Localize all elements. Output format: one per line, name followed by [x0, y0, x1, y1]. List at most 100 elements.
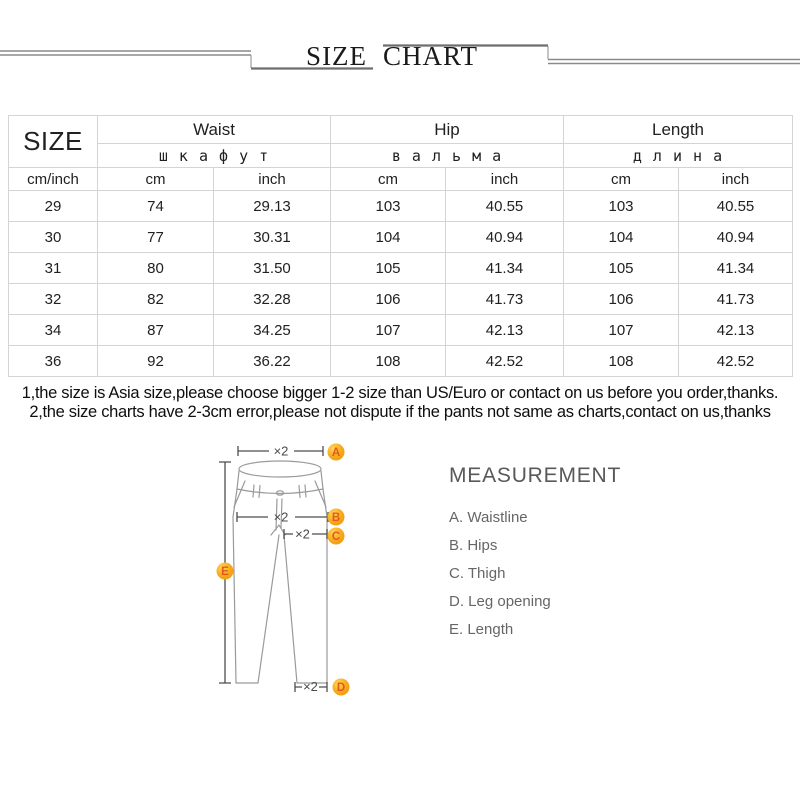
measurement-legend: MEASUREMENT A. Waistline B. Hips C. Thig… [449, 463, 621, 644]
table-row-russian-headers: ш к а ф у т в а л ь м а д л и н а [9, 143, 794, 168]
pants-measurement-diagram: ×2 ×2 ×2 ×2 A B C [216, 443, 350, 696]
unit-header: cm/inch [8, 167, 98, 191]
legend-item-waistline: A. Waistline [449, 509, 528, 526]
table-row: 36 92 36.22 108 42.52 108 42.52 [8, 345, 794, 377]
unit-inch: inch [678, 167, 794, 191]
table-row: 30 77 30.31 104 40.94 104 40.94 [8, 221, 794, 253]
waist-measure-arrow: ×2 [237, 444, 324, 459]
hip-inch-cell: 40.94 [444, 221, 565, 253]
table-row: 29 74 29.13 103 40.55 103 40.55 [8, 190, 794, 222]
measurement-title: MEASUREMENT [449, 464, 622, 487]
pants-outline [232, 460, 328, 684]
hip-cm-cell: 107 [330, 314, 446, 346]
length-cm-cell: 108 [563, 345, 680, 377]
marker-b-badge: B [327, 508, 345, 526]
waist-cm-cell: 87 [97, 314, 214, 346]
length-inch-cell: 41.73 [678, 283, 794, 315]
size-cell: 32 [8, 283, 98, 315]
waist-inch-cell: 29.13 [213, 190, 331, 222]
waist-inch-cell: 30.31 [213, 221, 331, 253]
title-word-chart: CHART [383, 41, 478, 71]
waist-times2-label: ×2 [274, 444, 289, 459]
header-ornament-lines [0, 44, 800, 70]
unit-inch: inch [213, 167, 331, 191]
length-cm-cell: 104 [563, 221, 680, 253]
length-inch-cell: 40.55 [678, 190, 794, 222]
waist-inch-cell: 32.28 [213, 283, 331, 315]
hip-header: Hip [329, 115, 565, 144]
unit-inch: inch [444, 167, 565, 191]
note-line-2: 2,the size charts have 2-3cm error,pleas… [29, 403, 771, 421]
marker-e-badge: E [216, 562, 234, 580]
marker-b-letter: B [332, 512, 340, 524]
waist-cm-cell: 77 [97, 221, 214, 253]
hip-cm-cell: 104 [330, 221, 446, 253]
marker-c-badge: C [327, 527, 345, 545]
waist-header: Waist [97, 115, 331, 144]
waist-cm-cell: 82 [97, 283, 214, 315]
size-table: SIZE Waist Hip Length ш к а ф у т в а л … [8, 115, 794, 377]
waist-cm-cell: 74 [97, 190, 214, 222]
hip-inch-cell: 41.34 [444, 252, 565, 284]
thigh-times2-label: ×2 [295, 527, 310, 542]
corner-size-header: SIZE [8, 115, 98, 168]
length-inch-cell: 42.13 [678, 314, 794, 346]
marker-a-letter: A [332, 447, 340, 459]
length-header-ru: д л и н а [563, 143, 794, 168]
hip-times2-label: ×2 [274, 510, 289, 525]
size-cell: 34 [8, 314, 98, 346]
legend-item-length: E. Length [449, 621, 514, 638]
marker-d-letter: D [337, 682, 345, 694]
marker-a-badge: A [327, 443, 345, 461]
legend-item-thigh: C. Thigh [449, 565, 506, 582]
unit-cm: cm [330, 167, 446, 191]
note-line-1: 1,the size is Asia size,please choose bi… [21, 384, 779, 402]
title-word-size: SIZE [306, 41, 368, 71]
table-row: 32 82 32.28 106 41.73 106 41.73 [8, 283, 794, 315]
unit-cm: cm [97, 167, 214, 191]
length-cm-cell: 105 [563, 252, 680, 284]
table-row-unit-headers: cm/inch cm inch cm inch cm inch [8, 167, 794, 191]
waist-inch-cell: 34.25 [213, 314, 331, 346]
marker-e-letter: E [221, 566, 229, 578]
hip-inch-cell: 42.13 [444, 314, 565, 346]
length-inch-cell: 42.52 [678, 345, 794, 377]
length-inch-cell: 41.34 [678, 252, 794, 284]
size-cell: 29 [8, 190, 98, 222]
length-cm-cell: 107 [563, 314, 680, 346]
size-cell: 31 [8, 252, 98, 284]
page-title: SIZE CHART [0, 41, 784, 72]
hip-cm-cell: 106 [330, 283, 446, 315]
unit-cm: cm [563, 167, 680, 191]
leg-opening-measure-arrow: ×2 [294, 679, 328, 694]
hip-header-ru: в а л ь м а [329, 143, 565, 168]
thigh-measure-arrow: ×2 [283, 527, 328, 542]
length-cm-cell: 103 [563, 190, 680, 222]
marker-c-letter: C [332, 531, 340, 543]
leg-opening-times2-label: ×2 [303, 679, 318, 694]
waist-inch-cell: 31.50 [213, 252, 331, 284]
table-row: 31 80 31.50 105 41.34 105 41.34 [8, 252, 794, 284]
legend-item-hips: B. Hips [449, 537, 498, 554]
hip-cm-cell: 103 [330, 190, 446, 222]
hip-inch-cell: 40.55 [444, 190, 565, 222]
hip-cm-cell: 105 [330, 252, 446, 284]
table-row-group-headers: SIZE Waist Hip Length [8, 115, 794, 168]
hip-cm-cell: 108 [330, 345, 446, 377]
hip-inch-cell: 41.73 [444, 283, 565, 315]
legend-item-leg-opening: D. Leg opening [449, 593, 551, 610]
size-cell: 30 [8, 221, 98, 253]
waist-inch-cell: 36.22 [213, 345, 331, 377]
waist-header-ru: ш к а ф у т [97, 143, 331, 168]
hip-measure-arrow: ×2 [236, 510, 329, 525]
length-header: Length [563, 115, 794, 144]
marker-d-badge: D [332, 678, 350, 696]
waist-cm-cell: 92 [97, 345, 214, 377]
table-row: 34 87 34.25 107 42.13 107 42.13 [8, 314, 794, 346]
size-notes: 1,the size is Asia size,please choose bi… [0, 384, 800, 422]
length-cm-cell: 106 [563, 283, 680, 315]
size-cell: 36 [8, 345, 98, 377]
length-inch-cell: 40.94 [678, 221, 794, 253]
waist-cm-cell: 80 [97, 252, 214, 284]
